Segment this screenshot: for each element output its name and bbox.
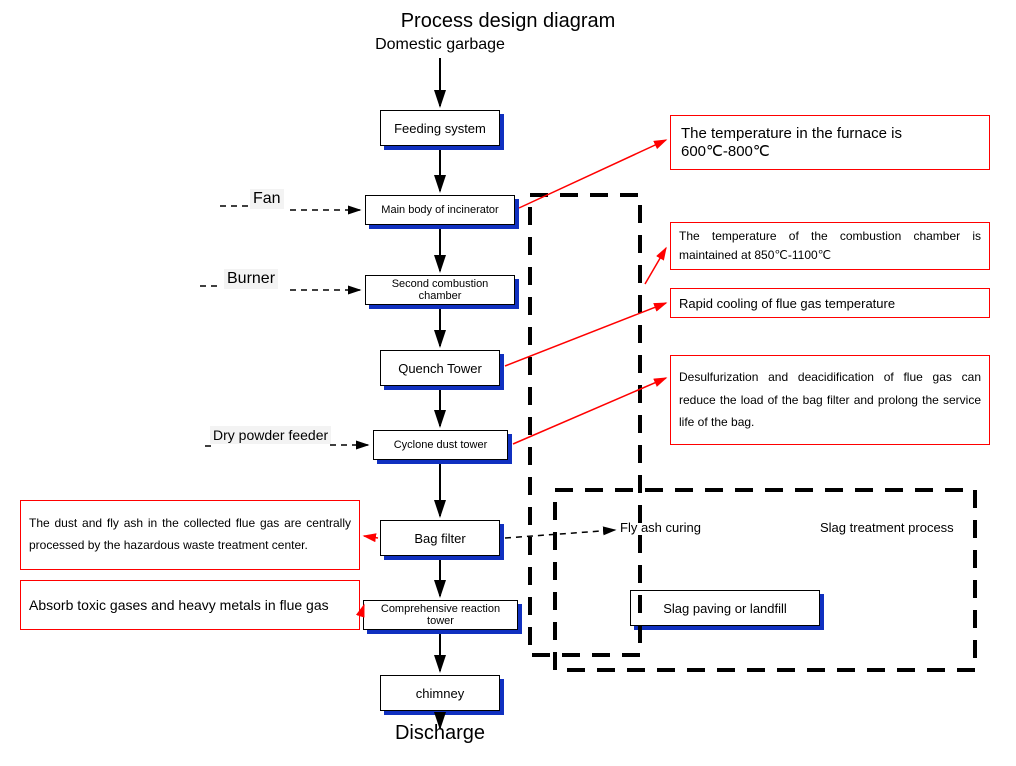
box-feeding: Feeding system [380,110,500,146]
annot-desulf-text: Desulfurization and deacidification of f… [679,366,981,434]
annot-temp-furnace-text: The temperature in the furnace is 600℃-8… [681,125,979,160]
box-slag: Slag paving or landfill [630,590,820,626]
box-reaction-tower-label: Comprehensive reaction tower [368,603,513,627]
annot-absorb-text: Absorb toxic gases and heavy metals in f… [29,594,329,616]
annot-temp-chamber: The temperature of the combustion chambe… [670,222,990,270]
box-chimney-label: chimney [416,686,464,701]
annot-absorb: Absorb toxic gases and heavy metals in f… [20,580,360,630]
diagram-title: Process design diagram [0,10,1016,33]
fly-ash-label: Fly ash curing [620,520,701,535]
annot-desulf: Desulfurization and deacidification of f… [670,355,990,445]
box-reaction-tower: Comprehensive reaction tower [363,600,518,630]
box-second-chamber-label: Second combustion chamber [370,278,510,302]
dashed-main-group [530,195,640,655]
annot-temp-furnace: The temperature in the furnace is 600℃-8… [670,115,990,170]
fan-label: Fan [250,189,284,209]
dry-powder-label: Dry powder feeder [210,426,331,444]
top-input-label: Domestic garbage [348,36,532,54]
annot-dust-flyash-text: The dust and fly ash in the collected fl… [29,513,351,556]
bottom-output-label: Discharge [348,722,532,745]
box-feeding-label: Feeding system [394,121,486,136]
annot-temp-chamber-text: The temperature of the combustion chambe… [679,227,981,265]
annot-rapid-cool: Rapid cooling of flue gas temperature [670,288,990,318]
box-quench: Quench Tower [380,350,500,386]
box-second-chamber: Second combustion chamber [365,275,515,305]
annot-rapid-cool-text: Rapid cooling of flue gas temperature [679,296,895,311]
box-bag-filter: Bag filter [380,520,500,556]
box-cyclone: Cyclone dust tower [373,430,508,460]
box-slag-label: Slag paving or landfill [663,601,787,616]
box-main-body: Main body of incinerator [365,195,515,225]
box-chimney: chimney [380,675,500,711]
dashed-slag-group [555,490,975,670]
burner-label: Burner [224,269,278,289]
box-quench-label: Quench Tower [398,361,482,376]
box-main-body-label: Main body of incinerator [381,204,498,216]
box-cyclone-label: Cyclone dust tower [394,439,488,451]
slag-process-label: Slag treatment process [820,520,954,535]
box-bag-filter-label: Bag filter [414,531,465,546]
annot-dust-flyash: The dust and fly ash in the collected fl… [20,500,360,570]
